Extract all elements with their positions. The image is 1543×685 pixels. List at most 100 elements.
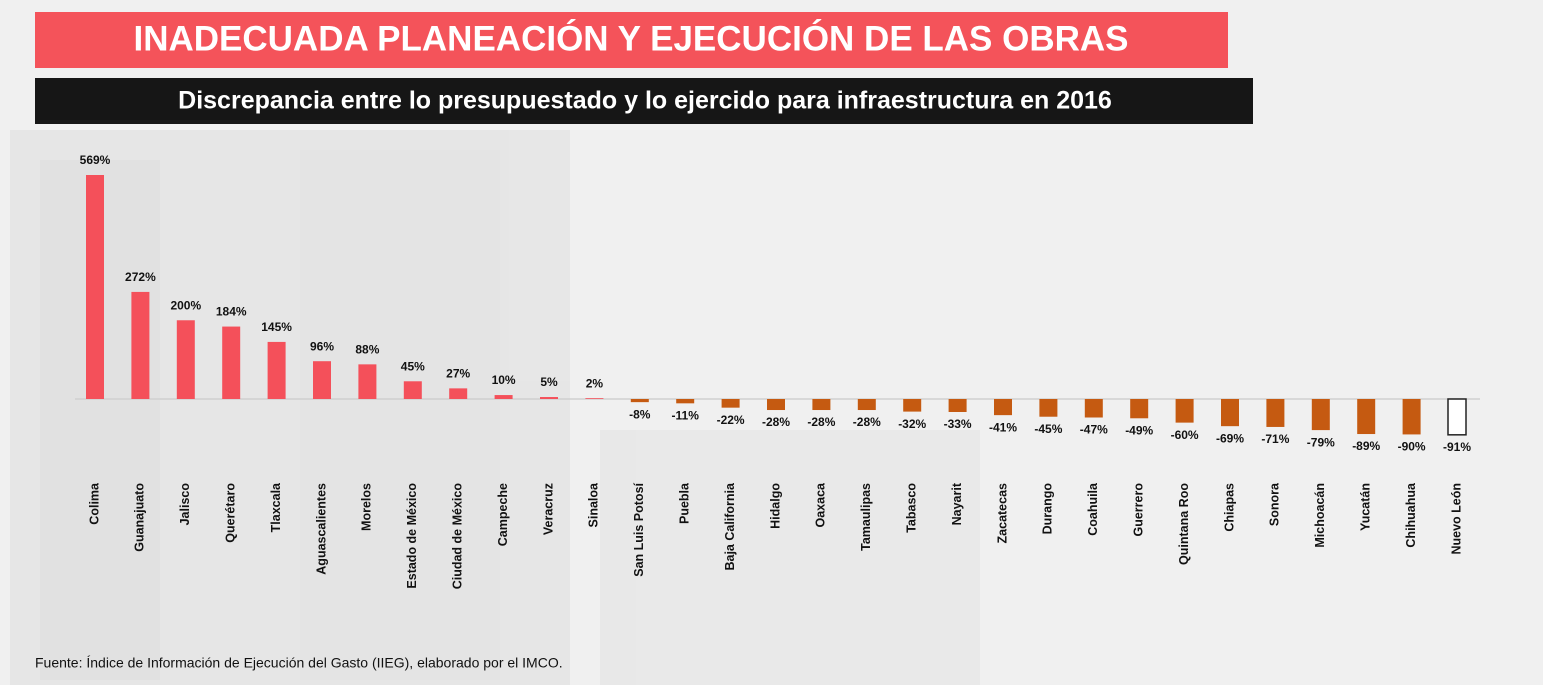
value-label: -79%	[1307, 435, 1335, 449]
category-label: Nuevo León	[1449, 483, 1463, 555]
category-label: Baja California	[723, 482, 737, 571]
category-label: Chiapas	[1222, 483, 1236, 532]
source-note: Fuente: Índice de Información de Ejecuci…	[35, 655, 563, 671]
bar	[1084, 399, 1103, 418]
value-label: 88%	[355, 343, 379, 357]
category-label: Ciudad de México	[450, 483, 464, 590]
value-label: -28%	[807, 415, 835, 429]
category-label: Chihuahua	[1404, 482, 1418, 548]
bar	[222, 326, 241, 399]
bar	[1357, 399, 1376, 435]
bar	[86, 175, 104, 399]
chart-subtitle: Discrepancia entre lo presupuestado y lo…	[178, 87, 1112, 115]
value-label: -41%	[989, 420, 1017, 434]
value-label: -89%	[1352, 439, 1380, 453]
category-label: Durango	[1041, 483, 1055, 535]
category-label: Campeche	[496, 483, 510, 546]
category-label: Tabasco	[904, 483, 918, 533]
category-label: Veracruz	[541, 483, 555, 535]
value-label: -11%	[672, 409, 700, 423]
category-label: Guanajuato	[133, 483, 147, 552]
category-label: Estado de México	[405, 483, 419, 589]
value-label: 10%	[492, 373, 516, 387]
value-label: 96%	[310, 339, 334, 353]
bar	[948, 399, 967, 412]
bar	[676, 399, 695, 404]
bar	[903, 399, 922, 412]
value-label: 5%	[540, 375, 558, 389]
value-label: -69%	[1216, 431, 1244, 445]
value-label: -91%	[1443, 440, 1471, 454]
bar	[358, 364, 377, 399]
bar	[403, 381, 422, 399]
bar	[1447, 398, 1467, 436]
value-label: 200%	[170, 298, 201, 312]
category-label: Guerrero	[1131, 483, 1145, 537]
category-label: Hidalgo	[768, 483, 782, 529]
value-label: -22%	[717, 413, 745, 427]
category-label: San Luis Potosí	[632, 482, 646, 576]
value-label: 272%	[125, 270, 156, 284]
value-label: -90%	[1398, 440, 1426, 454]
category-label: Colima	[87, 482, 101, 525]
bar	[540, 397, 558, 399]
chart-title: INADECUADA PLANEACIÓN Y EJECUCIÓN DE LAS…	[133, 18, 1128, 58]
bar	[1402, 399, 1421, 435]
bar	[1039, 399, 1058, 417]
value-label: -28%	[762, 415, 790, 429]
bar	[857, 399, 876, 411]
value-label: -33%	[944, 417, 972, 431]
bar	[449, 388, 468, 399]
bar	[812, 399, 831, 411]
bar	[1175, 399, 1194, 423]
category-label: Coahuila	[1086, 482, 1100, 536]
value-label: -71%	[1261, 432, 1289, 446]
value-label: -60%	[1171, 428, 1199, 442]
value-label: -28%	[853, 415, 881, 429]
bar	[1221, 399, 1239, 427]
category-label: Tamaulipas	[859, 483, 873, 551]
bar	[494, 395, 513, 399]
category-label: Jalisco	[178, 483, 192, 526]
category-label: Puebla	[677, 482, 691, 524]
bar	[1130, 399, 1149, 419]
category-label: Sinaloa	[587, 482, 601, 528]
category-label: Quintana Roo	[1177, 483, 1191, 565]
bar	[585, 398, 604, 399]
bar	[721, 399, 740, 408]
category-label: Zacatecas	[995, 483, 1009, 544]
bar	[267, 341, 286, 399]
category-label: Michoacán	[1313, 483, 1327, 548]
value-label: 27%	[446, 367, 470, 381]
value-label: -45%	[1034, 422, 1062, 436]
category-label: Querétaro	[223, 483, 237, 543]
value-label: 569%	[80, 153, 111, 167]
value-label: -32%	[898, 417, 926, 431]
value-label: -47%	[1080, 423, 1108, 437]
category-label: Oaxaca	[814, 482, 828, 528]
bar	[630, 399, 649, 403]
bar	[313, 361, 331, 399]
category-label: Nayarit	[950, 482, 964, 525]
value-label: 145%	[261, 320, 292, 334]
category-label: Morelos	[360, 483, 374, 531]
value-label: 2%	[586, 376, 604, 390]
category-label: Tlaxcala	[269, 482, 283, 532]
title-box	[35, 12, 1228, 68]
value-label: 45%	[401, 359, 425, 373]
category-label: Aguascalientes	[314, 483, 328, 575]
bar	[131, 291, 150, 399]
bar	[1311, 399, 1330, 431]
bar	[994, 399, 1012, 416]
category-label: Sonora	[1268, 482, 1282, 526]
value-label: 184%	[216, 305, 247, 319]
value-label: -49%	[1125, 423, 1153, 437]
bar	[176, 320, 195, 399]
bar	[767, 399, 785, 411]
subtitle-box	[35, 78, 1253, 124]
category-label: Yucatán	[1358, 483, 1372, 531]
bar	[1266, 399, 1285, 427]
value-label: -8%	[629, 407, 651, 421]
